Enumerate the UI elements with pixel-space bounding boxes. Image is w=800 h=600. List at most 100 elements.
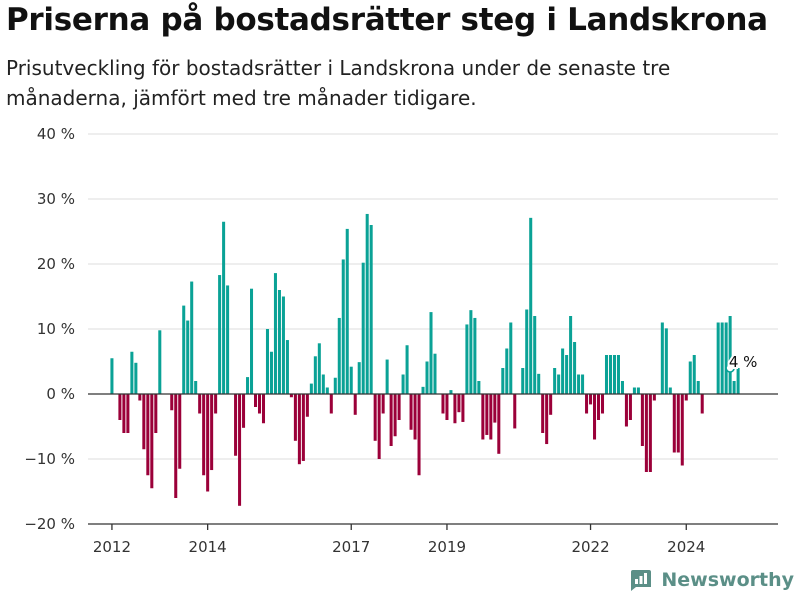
bar: [210, 394, 214, 471]
bar: [381, 394, 385, 414]
bar: [405, 345, 409, 394]
bar: [385, 359, 389, 394]
bar: [640, 394, 644, 446]
bar: [636, 387, 640, 394]
brand-name: Newsworthy: [661, 569, 794, 591]
bar: [134, 362, 138, 394]
bar: [309, 383, 313, 394]
bar: [373, 394, 377, 441]
bar: [525, 309, 529, 394]
bar: [557, 374, 561, 394]
bar: [277, 290, 281, 394]
bar: [724, 322, 728, 394]
chart-subtitle: Prisutveckling för bostadsrätter i Lands…: [6, 56, 671, 110]
bar: [265, 329, 269, 394]
bar: [441, 394, 445, 414]
bar: [577, 374, 581, 394]
bar: [672, 394, 676, 453]
bar: [589, 394, 593, 405]
bar: [329, 394, 333, 414]
bar: [202, 394, 206, 476]
y-tick-label: −20 %: [24, 515, 75, 533]
bar: [736, 368, 740, 394]
bar: [377, 394, 381, 459]
bar: [242, 394, 246, 428]
bar: [317, 343, 321, 394]
bar: [732, 381, 736, 394]
bar: [170, 394, 174, 411]
bar: [453, 394, 457, 424]
bar: [720, 322, 724, 394]
bar: [273, 273, 277, 394]
bar: [585, 394, 589, 414]
bar: [537, 373, 541, 394]
bar: [561, 348, 565, 394]
bar: [604, 355, 609, 394]
bar: [628, 394, 632, 420]
bar: [716, 322, 720, 394]
bar: [449, 390, 453, 394]
x-tick-label: 2024: [667, 538, 705, 556]
bar: [608, 355, 612, 394]
bar: [401, 374, 405, 394]
bar: [341, 259, 345, 394]
latest-value-label: 4 %: [729, 353, 758, 371]
bar: [541, 394, 545, 433]
bar: [700, 394, 704, 414]
x-tick-label: 2014: [189, 538, 227, 556]
bar: [461, 394, 465, 422]
bar: [182, 305, 186, 394]
bar: [238, 394, 242, 506]
bar: [218, 275, 222, 394]
bar: [126, 394, 130, 433]
brand[interactable]: Newsworthy: [628, 567, 794, 593]
newsworthy-logo-icon: [631, 570, 652, 591]
bar: [620, 381, 624, 394]
bar: [154, 394, 158, 433]
bar: [293, 394, 297, 441]
bar: [569, 316, 573, 394]
bar: [457, 394, 461, 413]
bar: [497, 394, 501, 454]
bar: [513, 394, 517, 429]
bar: [493, 394, 497, 423]
bar: [421, 386, 425, 394]
bar: [553, 368, 557, 394]
bar: [533, 316, 537, 394]
bar: [281, 296, 285, 394]
bar: [481, 394, 485, 440]
bar: [505, 348, 509, 394]
bar: [158, 330, 162, 394]
bar: [190, 281, 194, 394]
x-tick-label: 2012: [93, 538, 131, 556]
bar: [122, 394, 126, 433]
bar: [648, 394, 652, 472]
bar: [361, 262, 365, 394]
bar: [186, 320, 190, 394]
bar: [413, 394, 417, 440]
bar: [624, 394, 628, 427]
bar: [644, 394, 648, 472]
bar: [234, 394, 238, 456]
bar: [138, 394, 142, 401]
bar: [226, 285, 230, 394]
bar: [696, 381, 700, 394]
bar: [261, 394, 266, 424]
bar: [345, 228, 349, 394]
bar: [469, 310, 473, 394]
bar: [597, 394, 601, 420]
bar: [409, 394, 413, 430]
chart-title: Priserna på bostadsrätter steg i Landskr…: [6, 2, 768, 38]
bar: [521, 368, 525, 394]
bar: [728, 316, 732, 394]
bar: [198, 394, 202, 414]
bar: [684, 394, 688, 401]
bar: [118, 394, 122, 420]
bar: [509, 322, 513, 394]
bar: [600, 394, 605, 414]
bar: [465, 324, 469, 394]
bar: [333, 377, 337, 394]
x-tick-label: 2019: [428, 538, 466, 556]
bar: [485, 394, 489, 435]
